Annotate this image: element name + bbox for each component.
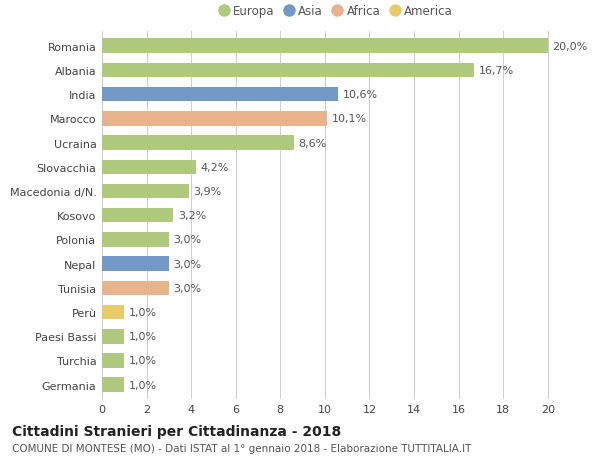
Text: 20,0%: 20,0% <box>552 42 587 51</box>
Bar <box>102 378 124 392</box>
Bar <box>102 281 169 296</box>
Bar <box>102 185 189 199</box>
Text: 1,0%: 1,0% <box>129 380 157 390</box>
Text: 3,0%: 3,0% <box>173 283 202 293</box>
Bar <box>102 112 327 126</box>
Bar <box>102 233 169 247</box>
Text: 10,1%: 10,1% <box>332 114 367 124</box>
Text: COMUNE DI MONTESE (MO) - Dati ISTAT al 1° gennaio 2018 - Elaborazione TUTTITALIA: COMUNE DI MONTESE (MO) - Dati ISTAT al 1… <box>12 443 472 453</box>
Bar <box>102 353 124 368</box>
Bar <box>102 305 124 319</box>
Text: 1,0%: 1,0% <box>129 356 157 366</box>
Text: 3,0%: 3,0% <box>173 235 202 245</box>
Bar <box>102 208 173 223</box>
Bar <box>102 329 124 344</box>
Text: 4,2%: 4,2% <box>200 162 229 173</box>
Bar <box>102 39 548 54</box>
Text: 8,6%: 8,6% <box>298 138 326 148</box>
Text: 3,2%: 3,2% <box>178 211 206 221</box>
Text: 3,9%: 3,9% <box>193 186 221 196</box>
Bar <box>102 160 196 175</box>
Bar <box>102 88 338 102</box>
Bar <box>102 257 169 271</box>
Text: Cittadini Stranieri per Cittadinanza - 2018: Cittadini Stranieri per Cittadinanza - 2… <box>12 425 341 438</box>
Text: 10,6%: 10,6% <box>343 90 378 100</box>
Text: 1,0%: 1,0% <box>129 331 157 341</box>
Text: 1,0%: 1,0% <box>129 308 157 317</box>
Legend: Europa, Asia, Africa, America: Europa, Asia, Africa, America <box>214 0 458 22</box>
Text: 16,7%: 16,7% <box>479 66 514 76</box>
Text: 3,0%: 3,0% <box>173 259 202 269</box>
Bar <box>102 63 474 78</box>
Bar <box>102 136 293 151</box>
